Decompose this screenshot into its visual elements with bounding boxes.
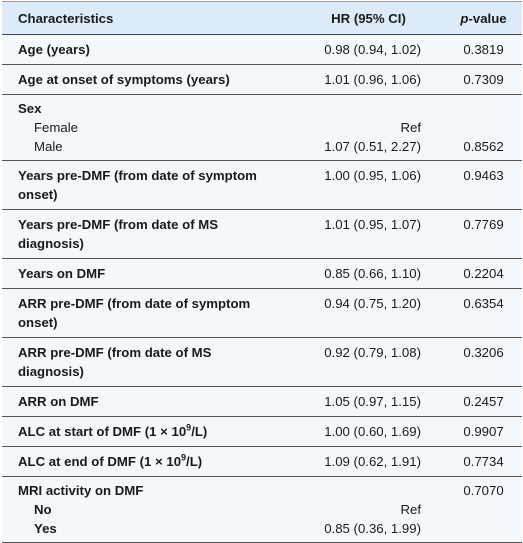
row-label-line1: ARR pre-DMF (from date of symptom (18, 296, 251, 311)
row-label: MRI activity on DMF (18, 483, 144, 498)
table-row: Age (years) 0.98 (0.94, 1.02) 0.3819 (2, 34, 522, 65)
table-row: ALC at start of DMF (1 × 109/L) 1.00 (0.… (2, 416, 522, 447)
sub-label-yes: Yes (34, 521, 57, 536)
row-label-group: Years pre-DMF (from date of MS diagnosis… (2, 209, 292, 259)
row-hr: 1.00 (0.60, 1.69) (292, 416, 445, 447)
sub-hr-male: 1.07 (0.51, 2.27) (324, 139, 421, 154)
row-label: Years on DMF (2, 258, 292, 289)
blank-line (298, 99, 421, 118)
row-hr: 1.01 (0.95, 1.07) (292, 209, 445, 259)
row-p-value: 0.7309 (445, 64, 522, 95)
row-label-group: MRI activity on DMF No Yes (2, 476, 292, 543)
row-label: Sex (18, 101, 42, 116)
row-hr: 0.92 (0.79, 1.08) (292, 337, 445, 387)
row-p-group: 0.7070 (445, 476, 522, 543)
row-hr: 1.09 (0.62, 1.91) (292, 446, 445, 477)
sub-hr-yes: 0.85 (0.36, 1.99) (324, 521, 421, 536)
table-row: ALC at end of DMF (1 × 109/L) 1.09 (0.62… (2, 446, 522, 477)
row-hr: 0.94 (0.75, 1.20) (292, 288, 445, 338)
row-label-line1: Years pre-DMF (from date of symptom (18, 168, 257, 183)
row-label-line2: onset) (18, 187, 58, 202)
row-hr-group: Ref 0.85 (0.36, 1.99) (292, 476, 445, 543)
row-hr: 0.85 (0.66, 1.10) (292, 258, 445, 289)
table-row: ARR pre-DMF (from date of MS diagnosis) … (2, 337, 522, 387)
row-label-post: /L) (191, 424, 208, 439)
header-p-italic: p (460, 10, 469, 26)
row-hr: 0.98 (0.94, 1.02) (292, 34, 445, 65)
table-row: ARR pre-DMF (from date of symptom onset)… (2, 288, 522, 338)
row-p-value: 0.7734 (445, 446, 522, 477)
sub-p-male: 0.8562 (463, 139, 504, 154)
sub-label-no: No (34, 502, 52, 517)
row-label-pre: ALC at end of DMF (1 × 10 (18, 454, 182, 469)
row-label-line2: onset) (18, 315, 58, 330)
row-label-group: ALC at end of DMF (1 × 109/L) (2, 446, 292, 477)
row-p-group: 0.8562 (445, 94, 522, 161)
row-label: Age (years) (2, 34, 292, 65)
row-p-value: 0.2457 (445, 386, 522, 417)
row-label-sup: 9 (186, 422, 192, 433)
row-p-value: 0.3819 (445, 34, 522, 65)
row-hr-group: Ref 1.07 (0.51, 2.27) (292, 94, 445, 161)
header-p-suffix: -value (468, 10, 507, 26)
blank-line (451, 99, 516, 118)
row-p-value: 0.3206 (445, 337, 522, 387)
row-hr: 1.00 (0.95, 1.06) (292, 160, 445, 210)
row-p-value: 0.9463 (445, 160, 522, 210)
row-label-pre: ALC at start of DMF (1 × 10 (18, 424, 187, 439)
header-hr: HR (95% CI) (292, 1, 445, 35)
row-p-value: 0.7070 (463, 483, 504, 498)
row-p-value: 0.7769 (445, 209, 522, 259)
row-label-line1: ARR pre-DMF (from date of MS (18, 345, 212, 360)
row-p-value: 0.6354 (445, 288, 522, 338)
header-characteristics: Characteristics (2, 1, 292, 35)
row-label-line1: Years pre-DMF (from date of MS (18, 217, 219, 232)
table-row: Years on DMF 0.85 (0.66, 1.10) 0.2204 (2, 258, 522, 289)
sub-label-male: Male (34, 139, 63, 154)
table-row: Years pre-DMF (from date of MS diagnosis… (2, 209, 522, 259)
row-label: Age at onset of symptoms (years) (2, 64, 292, 95)
row-label-group: ALC at start of DMF (1 × 109/L) (2, 416, 292, 447)
row-label-group: Years pre-DMF (from date of symptom onse… (2, 160, 292, 210)
row-p-value: 0.2204 (445, 258, 522, 289)
blank-line (451, 118, 516, 137)
table-row: Sex Female Male Ref 1.07 (0.51, 2.27) 0.… (2, 94, 522, 161)
header-p-value: p-value (445, 1, 522, 35)
sub-hr-female: Ref (400, 120, 421, 135)
sub-hr-no: Ref (400, 502, 421, 517)
table-row: ARR on DMF 1.05 (0.97, 1.15) 0.2457 (2, 386, 522, 417)
table-row: Age at onset of symptoms (years) 1.01 (0… (2, 64, 522, 95)
row-p-value: 0.9907 (445, 416, 522, 447)
row-label-line2: diagnosis) (18, 364, 84, 379)
row-label-group: Sex Female Male (2, 94, 292, 161)
row-label-post: /L) (186, 454, 203, 469)
sub-label-female: Female (34, 120, 78, 135)
row-hr: 1.01 (0.96, 1.06) (292, 64, 445, 95)
row-label-group: ARR pre-DMF (from date of MS diagnosis) (2, 337, 292, 387)
row-label-line2: diagnosis) (18, 236, 84, 251)
table-header-row: Characteristics HR (95% CI) p-value (2, 1, 522, 35)
row-hr: 1.05 (0.97, 1.15) (292, 386, 445, 417)
blank-line (298, 481, 421, 500)
row-label: ARR on DMF (2, 386, 292, 417)
table-row: Years pre-DMF (from date of symptom onse… (2, 160, 522, 210)
row-label-sup: 9 (181, 452, 187, 463)
table-row: MRI activity on DMF No Yes Ref 0.85 (0.3… (2, 476, 522, 543)
row-label-group: ARR pre-DMF (from date of symptom onset) (2, 288, 292, 338)
